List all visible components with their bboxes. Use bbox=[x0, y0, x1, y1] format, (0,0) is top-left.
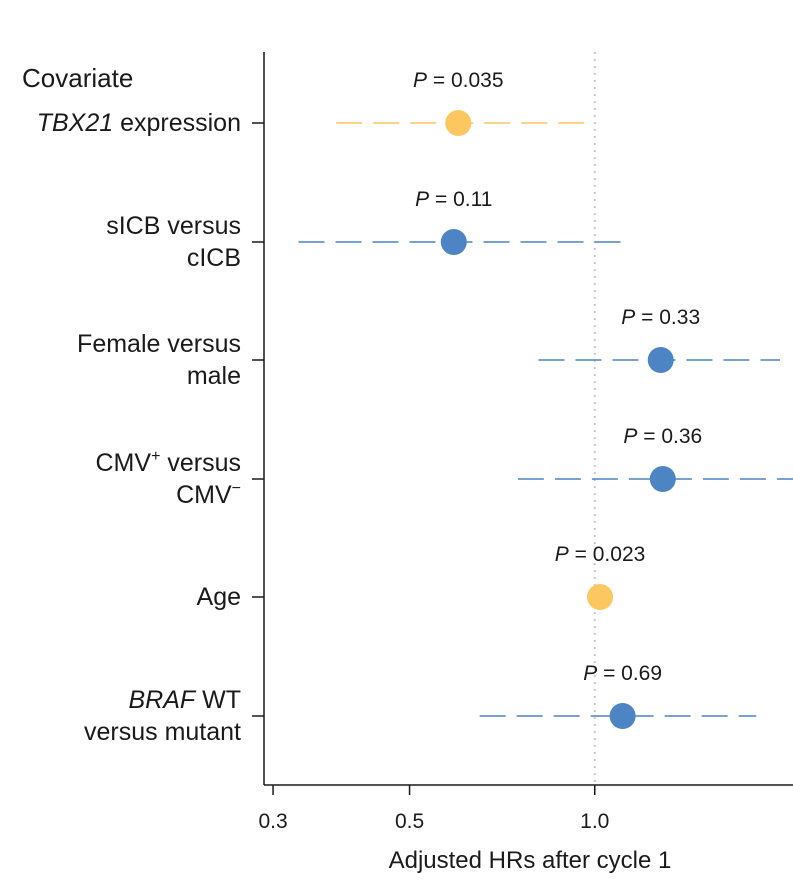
hr-point bbox=[609, 703, 636, 729]
covariate-label: BRAF WT bbox=[128, 686, 241, 714]
x-tick-label: 1.0 bbox=[580, 810, 609, 833]
hr-point bbox=[649, 466, 676, 492]
hr-point bbox=[440, 229, 467, 255]
forest-row: CMV+ versus CMV− P = 0.36 bbox=[96, 425, 793, 509]
chart-title: Covariate bbox=[22, 63, 133, 93]
forest-row: Female versus male P = 0.33 bbox=[77, 306, 780, 390]
p-value-label: P = 0.69 bbox=[583, 662, 662, 685]
covariate-label: cICB bbox=[187, 244, 241, 272]
p-value-label: P = 0.11 bbox=[415, 188, 492, 211]
p-value-label: P = 0.035 bbox=[413, 69, 504, 92]
hr-point bbox=[587, 584, 614, 610]
covariate-label: TBX21 expression bbox=[37, 109, 241, 137]
p-value-label: P = 0.33 bbox=[621, 306, 700, 329]
forest-row: BRAF WT versus mutant P = 0.69 bbox=[84, 662, 757, 746]
covariate-label: sICB versus bbox=[106, 212, 241, 240]
p-value-label: P = 0.36 bbox=[623, 425, 702, 448]
hr-point bbox=[445, 110, 472, 136]
x-tick-label: 0.5 bbox=[395, 810, 424, 833]
x-tick-label: 0.3 bbox=[258, 810, 287, 833]
p-value-label: P = 0.023 bbox=[555, 543, 646, 566]
x-axis-ticks: 0.3 0.5 1.0 bbox=[258, 785, 609, 833]
forest-row: TBX21 expression P = 0.035 bbox=[37, 69, 590, 137]
covariate-label: Age bbox=[197, 583, 241, 611]
x-axis-title: Adjusted HRs after cycle 1 bbox=[389, 847, 672, 874]
covariate-label: CMV− bbox=[176, 480, 241, 509]
covariate-label: versus mutant bbox=[84, 718, 241, 746]
hr-point bbox=[647, 347, 674, 373]
forest-row: sICB versus cICB P = 0.11 bbox=[106, 188, 628, 272]
covariate-label: Female versus bbox=[77, 330, 241, 358]
forest-row: Age P = 0.023 bbox=[197, 543, 646, 611]
covariate-label: CMV+ versus bbox=[96, 448, 242, 477]
forest-rows: TBX21 expression P = 0.035 sICB versus cICB… bbox=[37, 69, 793, 746]
covariate-label: male bbox=[187, 362, 241, 390]
